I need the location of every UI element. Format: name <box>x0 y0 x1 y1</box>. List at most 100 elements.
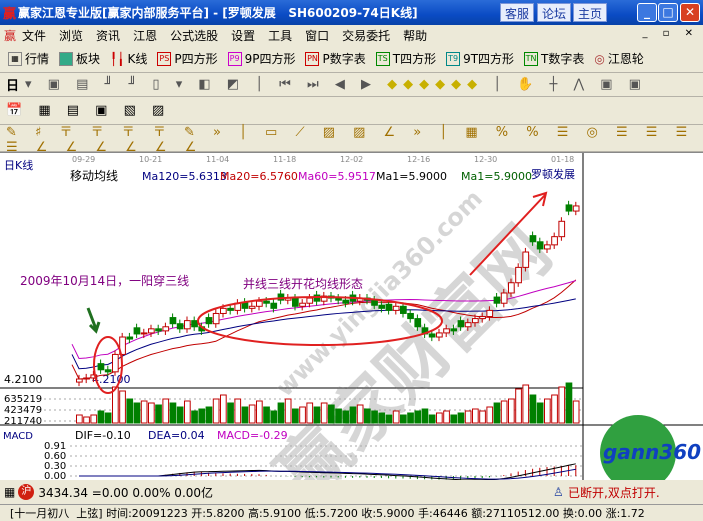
gann-wheel-button[interactable]: ◎ 江恩轮 <box>594 50 644 67</box>
indicator-name: 移动均线 <box>70 169 118 183</box>
volume-bar <box>220 394 227 424</box>
menu-item[interactable]: 交易委托 <box>342 28 391 43</box>
wheel-icon: ◎ <box>594 51 605 66</box>
menu-item[interactable]: 帮助 <box>403 28 428 43</box>
candle <box>385 303 393 311</box>
volume-bar <box>428 414 436 424</box>
candle <box>529 235 537 243</box>
volume-bar <box>335 408 342 424</box>
date-tick: 10-21 <box>139 155 162 164</box>
volume-bar <box>529 394 537 424</box>
tool-icons[interactable]: 📅 ▦ ▤ ▣ ▧ ▨ <box>6 103 171 118</box>
toolbar-button[interactable]: PS P四方形 <box>157 50 218 67</box>
volume-bar <box>436 412 443 424</box>
volume-bar <box>162 398 170 424</box>
volume-bar <box>90 414 98 424</box>
macd-tick: 0.00 <box>44 471 66 481</box>
candle <box>83 377 90 380</box>
candle <box>428 333 436 338</box>
gann360-logo: gann360 <box>603 440 701 464</box>
menu-item[interactable]: 窗口 <box>305 28 330 43</box>
forum-button[interactable]: 论坛 <box>537 3 572 22</box>
drawing-icons[interactable]: ✎ ♯ 〒 〒 〒 〒 ✎ » │ ▭ ⟋ ▨ ▨ ∠ » │ ▦ % % ☰ … <box>6 125 695 155</box>
menu-item[interactable]: 公式选股 <box>170 28 219 43</box>
menu-item[interactable]: 文件 <box>22 28 47 43</box>
candle <box>176 323 184 330</box>
tool-icon: TN <box>524 51 539 66</box>
candle <box>119 336 126 355</box>
chart-tool-icons[interactable]: ▾ ▣ ▤ ╜ ╜ ▯ ▾ ◧ ◩ │ ⏮ ⏭ ◀ ▶ ◆◆◆◆◆◆ │ ✋ ┼… <box>25 77 647 92</box>
volume-bar <box>248 404 256 424</box>
menu-item[interactable]: 工具 <box>268 28 293 43</box>
toolbar-label: 9T四方形 <box>463 52 515 66</box>
volume-bar <box>544 398 551 424</box>
candle <box>126 336 134 340</box>
period-select[interactable]: 日 <box>6 79 26 94</box>
candle <box>104 369 112 373</box>
block-icon <box>59 51 74 66</box>
candle <box>565 204 573 212</box>
volume-bar <box>97 410 105 424</box>
candle <box>169 317 177 325</box>
volume-tick: 635219 <box>4 394 42 405</box>
volume-bar <box>112 386 119 424</box>
toolbar-button[interactable]: PN P数字表 <box>305 50 366 67</box>
candle <box>479 316 486 320</box>
volume-bar <box>292 408 299 424</box>
volume-bar <box>378 412 386 424</box>
date-tick: 12-02 <box>340 155 363 164</box>
toolbar-drawing: ✎ ♯ 〒 〒 〒 〒 ✎ » │ ▭ ⟋ ▨ ▨ ∠ » │ ▦ % % ☰ … <box>0 125 703 155</box>
maximize-button[interactable]: □ <box>658 3 678 22</box>
home-button[interactable]: 主页 <box>573 3 608 22</box>
block-button[interactable]: 板块 <box>59 50 100 67</box>
volume-bar <box>205 406 213 424</box>
minimize-button[interactable]: _ <box>637 3 657 22</box>
volume-bar <box>234 398 242 424</box>
volume-bar <box>572 400 580 424</box>
toolbar-label: T四方形 <box>392 52 437 66</box>
volume-bar <box>364 408 371 424</box>
kline-button[interactable]: ╿╽ K线 <box>110 50 147 67</box>
volume-bar <box>328 404 335 424</box>
index-value: 3434.34 =0.00 0.00% 0.00亿 <box>38 485 214 500</box>
volume-bar <box>256 400 263 424</box>
candle <box>212 312 220 325</box>
volume-bar <box>356 404 364 424</box>
stock-name: 罗顿发展 <box>531 167 575 181</box>
toolbar-button[interactable]: TN T数字表 <box>524 50 584 67</box>
volume-bar <box>155 404 162 424</box>
volume-bar <box>176 406 184 424</box>
candle <box>112 353 119 373</box>
menu-item[interactable]: 浏览 <box>59 28 84 43</box>
close-button[interactable]: ✕ <box>680 3 700 22</box>
kline-chart[interactable]: 日K线 09-29 10-21 11-04 11-18 12-02 12-16 12-30 01… <box>0 152 703 516</box>
volume-bar <box>342 410 350 424</box>
menu-item[interactable]: 设置 <box>231 28 256 43</box>
toolbar-button[interactable]: TS T四方形 <box>375 50 437 67</box>
chart-canvas[interactable]: 日K线 09-29 10-21 11-04 11-18 12-02 12-16 12-30 01… <box>0 153 703 516</box>
volume-bar <box>241 406 249 424</box>
connection-icon[interactable]: ♙ <box>553 485 564 499</box>
candle <box>508 282 515 294</box>
quote-button[interactable]: ▦ 行情 <box>8 50 49 67</box>
logo-globe-icon <box>600 415 676 491</box>
volume-bar <box>392 410 400 424</box>
service-button[interactable]: 客服 <box>500 3 535 22</box>
calendar-icon[interactable]: ▦ <box>4 485 16 499</box>
toolbar-button[interactable]: P9 9P四方形 <box>227 50 295 67</box>
volume-bar <box>349 406 357 424</box>
mdi-controls[interactable]: _ ▫ ✕ <box>642 28 699 39</box>
candle <box>522 251 530 268</box>
tool-icon: TS <box>375 51 390 66</box>
volume-bar <box>493 402 501 424</box>
toolbar-label: T数字表 <box>541 52 585 66</box>
menu-item[interactable]: 资讯 <box>96 28 121 43</box>
candle <box>443 328 450 334</box>
candle <box>400 305 407 314</box>
menu-item[interactable]: 江恩 <box>133 28 158 43</box>
candle <box>97 363 105 371</box>
connection-status[interactable]: 已断开,双点打开. <box>568 485 660 500</box>
candle <box>500 292 508 304</box>
toolbar-button[interactable]: T9 9T四方形 <box>446 50 514 67</box>
volume-bar <box>551 394 558 424</box>
